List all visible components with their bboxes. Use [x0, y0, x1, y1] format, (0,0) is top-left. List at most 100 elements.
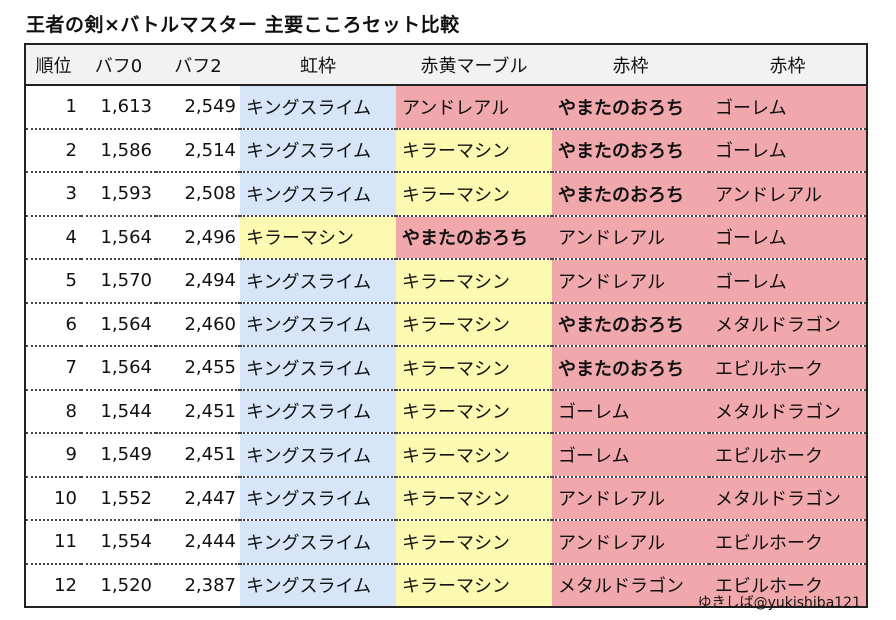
- buff2-cell: 2,387: [156, 562, 240, 607]
- red-slot-2-cell: ゴーレム: [709, 258, 867, 303]
- buff2-cell: 2,451: [156, 432, 240, 477]
- buff0-cell: 1,564: [81, 214, 156, 259]
- buff0-cell: 1,570: [81, 258, 156, 303]
- red-slot-1-cell: やまたのおろち: [552, 85, 709, 129]
- red-slot-1-cell: ゴーレム: [552, 432, 709, 477]
- buff0-cell: 1,549: [81, 432, 156, 477]
- rainbow-slot-cell: キングスライム: [240, 562, 396, 607]
- header-red-slot-2: 赤枠: [709, 44, 867, 86]
- red-slot-2-cell: ゴーレム: [709, 127, 867, 172]
- rank-cell: 10: [25, 475, 81, 520]
- rank-cell: 7: [25, 345, 81, 390]
- red-slot-2-cell: メタルドラゴン: [709, 301, 867, 346]
- red-slot-1-cell: やまたのおろち: [552, 345, 709, 390]
- table-row: 9 1,549 2,451 キングスライム キラーマシン ゴーレム エビルホーク: [25, 432, 867, 477]
- rainbow-slot-cell: キングスライム: [240, 171, 396, 216]
- red-slot-2-cell: アンドレアル: [709, 171, 867, 216]
- rank-cell: 1: [65, 96, 77, 118]
- rainbow-slot-cell: キラーマシン: [240, 214, 396, 259]
- red-slot-2-cell: メタルドラゴン: [709, 388, 867, 433]
- author-credit: ゆきしば@yukishiba121: [697, 595, 861, 611]
- buff2-cell: 2,514: [156, 127, 240, 172]
- rank-cell: 8: [25, 388, 81, 433]
- page-title: 王者の剣×バトルマスター 主要こころセット比較: [26, 14, 460, 36]
- header-rank: 順位: [25, 44, 81, 86]
- rank-cell: 6: [25, 301, 81, 346]
- red-slot-1-cell: メタルドラゴン: [552, 562, 709, 607]
- table-body: 1 1,613 2,549 キングスライム アンドレアル やまたのおろち ゴーレム 2 1,58…: [25, 85, 867, 607]
- red-yellow-slot-cell: キラーマシン: [396, 519, 552, 564]
- buff2-cell: 2,451: [156, 388, 240, 433]
- red-yellow-slot-cell: キラーマシン: [396, 258, 552, 303]
- red-slot-1-cell: やまたのおろち: [552, 301, 709, 346]
- red-slot-2-cell: エビルホーク: [709, 519, 867, 564]
- rainbow-slot-cell: キングスライム: [240, 301, 396, 346]
- rank-cell: 5: [25, 258, 81, 303]
- table-header-row: 順位 バフ0 バフ2 虹枠 赤黄マーブル 赤枠 赤枠: [25, 44, 867, 86]
- rank-cell: 4: [25, 214, 81, 259]
- rainbow-slot-cell: キングスライム: [240, 258, 396, 303]
- table-row: 11 1,554 2,444 キングスライム キラーマシン アンドレアル エビルホーク: [25, 519, 867, 564]
- red-slot-1-cell: ゴーレム: [552, 388, 709, 433]
- red-yellow-slot-cell: キラーマシン: [396, 562, 552, 607]
- buff2-cell: 2,496: [156, 214, 240, 259]
- rank-cell: 12: [25, 562, 81, 607]
- rank-cell: 11: [25, 519, 81, 564]
- table-row: 12 1,520 2,387 キングスライム キラーマシン メタルドラゴン エビルホーク: [25, 562, 867, 607]
- red-slot-2-cell: ゴーレム: [709, 214, 867, 259]
- red-yellow-slot-cell: キラーマシン: [396, 301, 552, 346]
- table-row: 4 1,564 2,496 キラーマシン やまたのおろち アンドレアル ゴーレム: [25, 214, 867, 259]
- rainbow-slot-cell: キングスライム: [240, 345, 396, 390]
- table-row: 3 1,593 2,508 キングスライム キラーマシン やまたのおろち アンドレアル: [25, 171, 867, 216]
- red-yellow-slot-cell: キラーマシン: [396, 388, 552, 433]
- buff0-cell: 1,554: [81, 519, 156, 564]
- table-row: 10 1,552 2,447 キングスライム キラーマシン アンドレアル メタルドラゴン: [25, 475, 867, 520]
- table-row: 2 1,586 2,514 キングスライム キラーマシン やまたのおろち ゴーレム: [25, 127, 867, 172]
- header-rainbow-slot: 虹枠: [240, 44, 396, 86]
- red-slot-2-cell: エビルホーク: [709, 432, 867, 477]
- buff2-cell: 2,549: [184, 96, 236, 118]
- rainbow-slot-cell: キングスライム: [240, 519, 396, 564]
- buff2-cell: 2,508: [156, 171, 240, 216]
- header-red-slot-1: 赤枠: [552, 44, 709, 86]
- header-buff2: バフ2: [156, 44, 240, 86]
- rainbow-slot-cell: キングスライム: [240, 127, 396, 172]
- red-yellow-slot-cell: キラーマシン: [396, 432, 552, 477]
- buff2-cell: 2,447: [156, 475, 240, 520]
- buff2-cell: 2,494: [156, 258, 240, 303]
- red-slot-1-cell: アンドレアル: [552, 214, 709, 259]
- red-yellow-slot-cell: アンドレアル: [396, 85, 552, 129]
- table-row: 1 1,613 2,549 キングスライム アンドレアル やまたのおろち ゴーレム: [25, 85, 867, 129]
- red-yellow-slot-cell: キラーマシン: [396, 171, 552, 216]
- buff0-cell: 1,552: [81, 475, 156, 520]
- buff0-cell: 1,564: [81, 301, 156, 346]
- red-slot-1-cell: やまたのおろち: [552, 171, 709, 216]
- red-slot-1-cell: アンドレアル: [552, 475, 709, 520]
- buff0-cell: 1,593: [81, 171, 156, 216]
- red-yellow-slot-cell: やまたのおろち: [396, 214, 552, 259]
- rainbow-slot-cell: キングスライム: [240, 475, 396, 520]
- buff2-cell: 2,444: [156, 519, 240, 564]
- buff2-cell: 2,455: [156, 345, 240, 390]
- header-red-yellow-slot: 赤黄マーブル: [396, 44, 552, 86]
- rainbow-slot-cell: キングスライム: [240, 85, 396, 129]
- buff0-cell: 1,520: [81, 562, 156, 607]
- table-row: 6 1,564 2,460 キングスライム キラーマシン やまたのおろち メタルドラゴン: [25, 301, 867, 346]
- buff0-cell: 1,586: [81, 127, 156, 172]
- red-slot-1-cell: アンドレアル: [552, 519, 709, 564]
- table-row: 5 1,570 2,494 キングスライム キラーマシン アンドレアル ゴーレム: [25, 258, 867, 303]
- rank-cell: 2: [25, 127, 81, 172]
- red-slot-2-cell: エビルホーク: [709, 562, 867, 607]
- table-row: 8 1,544 2,451 キングスライム キラーマシン ゴーレム メタルドラゴン: [25, 388, 867, 433]
- comparison-table: 順位 バフ0 バフ2 虹枠 赤黄マーブル 赤枠 赤枠 1 1,613 2,549 キン…: [24, 43, 868, 608]
- rank-cell: 3: [25, 171, 81, 216]
- red-slot-2-cell: メタルドラゴン: [709, 475, 867, 520]
- rainbow-slot-cell: キングスライム: [240, 432, 396, 477]
- buff2-cell: 2,460: [156, 301, 240, 346]
- red-yellow-slot-cell: キラーマシン: [396, 127, 552, 172]
- table-row: 7 1,564 2,455 キングスライム キラーマシン やまたのおろち エビルホーク: [25, 345, 867, 390]
- red-slot-2-cell: エビルホーク: [709, 345, 867, 390]
- red-slot-1-cell: やまたのおろち: [552, 127, 709, 172]
- red-yellow-slot-cell: キラーマシン: [396, 345, 552, 390]
- rank-cell: 9: [25, 432, 81, 477]
